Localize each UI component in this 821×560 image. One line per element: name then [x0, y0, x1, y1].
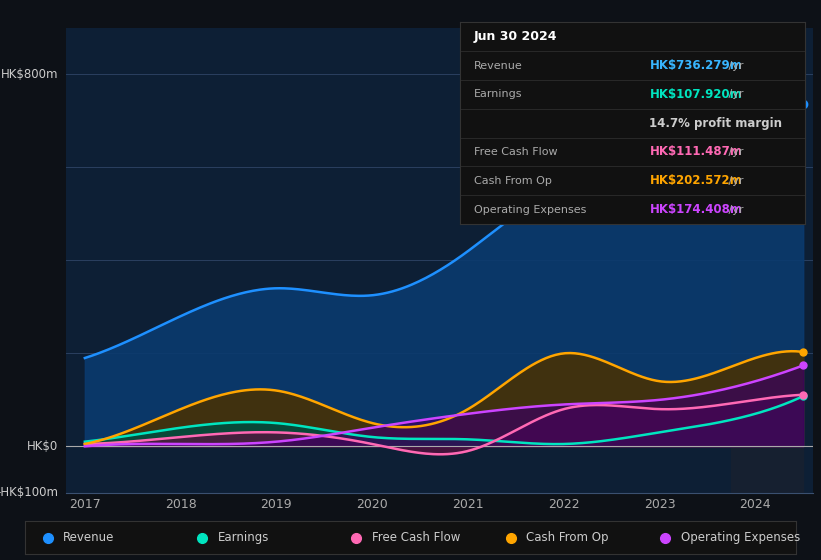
Text: Earnings: Earnings [474, 90, 522, 100]
Text: Earnings: Earnings [218, 531, 269, 544]
Text: Free Cash Flow: Free Cash Flow [372, 531, 461, 544]
Text: HK$111.487m: HK$111.487m [649, 146, 742, 158]
Text: Revenue: Revenue [474, 60, 522, 71]
Text: 14.7% profit margin: 14.7% profit margin [649, 116, 782, 130]
Text: /yr: /yr [725, 204, 744, 214]
Text: /yr: /yr [725, 176, 744, 186]
Text: Cash From Op: Cash From Op [526, 531, 608, 544]
Text: /yr: /yr [725, 90, 744, 100]
Text: HK$202.572m: HK$202.572m [649, 174, 742, 187]
Text: Jun 30 2024: Jun 30 2024 [474, 30, 557, 43]
Text: Operating Expenses: Operating Expenses [681, 531, 800, 544]
Text: HK$0: HK$0 [27, 440, 58, 453]
Text: Free Cash Flow: Free Cash Flow [474, 147, 557, 157]
Text: Operating Expenses: Operating Expenses [474, 204, 586, 214]
Text: HK$174.408m: HK$174.408m [649, 203, 742, 216]
Text: Cash From Op: Cash From Op [474, 176, 552, 186]
Text: -HK$100m: -HK$100m [0, 486, 58, 500]
Text: HK$800m: HK$800m [1, 68, 58, 81]
Text: /yr: /yr [725, 147, 744, 157]
Text: /yr: /yr [725, 60, 744, 71]
Bar [732, 28, 803, 493]
Text: HK$736.279m: HK$736.279m [649, 59, 742, 72]
Text: HK$107.920m: HK$107.920m [649, 88, 742, 101]
Text: Revenue: Revenue [63, 531, 115, 544]
